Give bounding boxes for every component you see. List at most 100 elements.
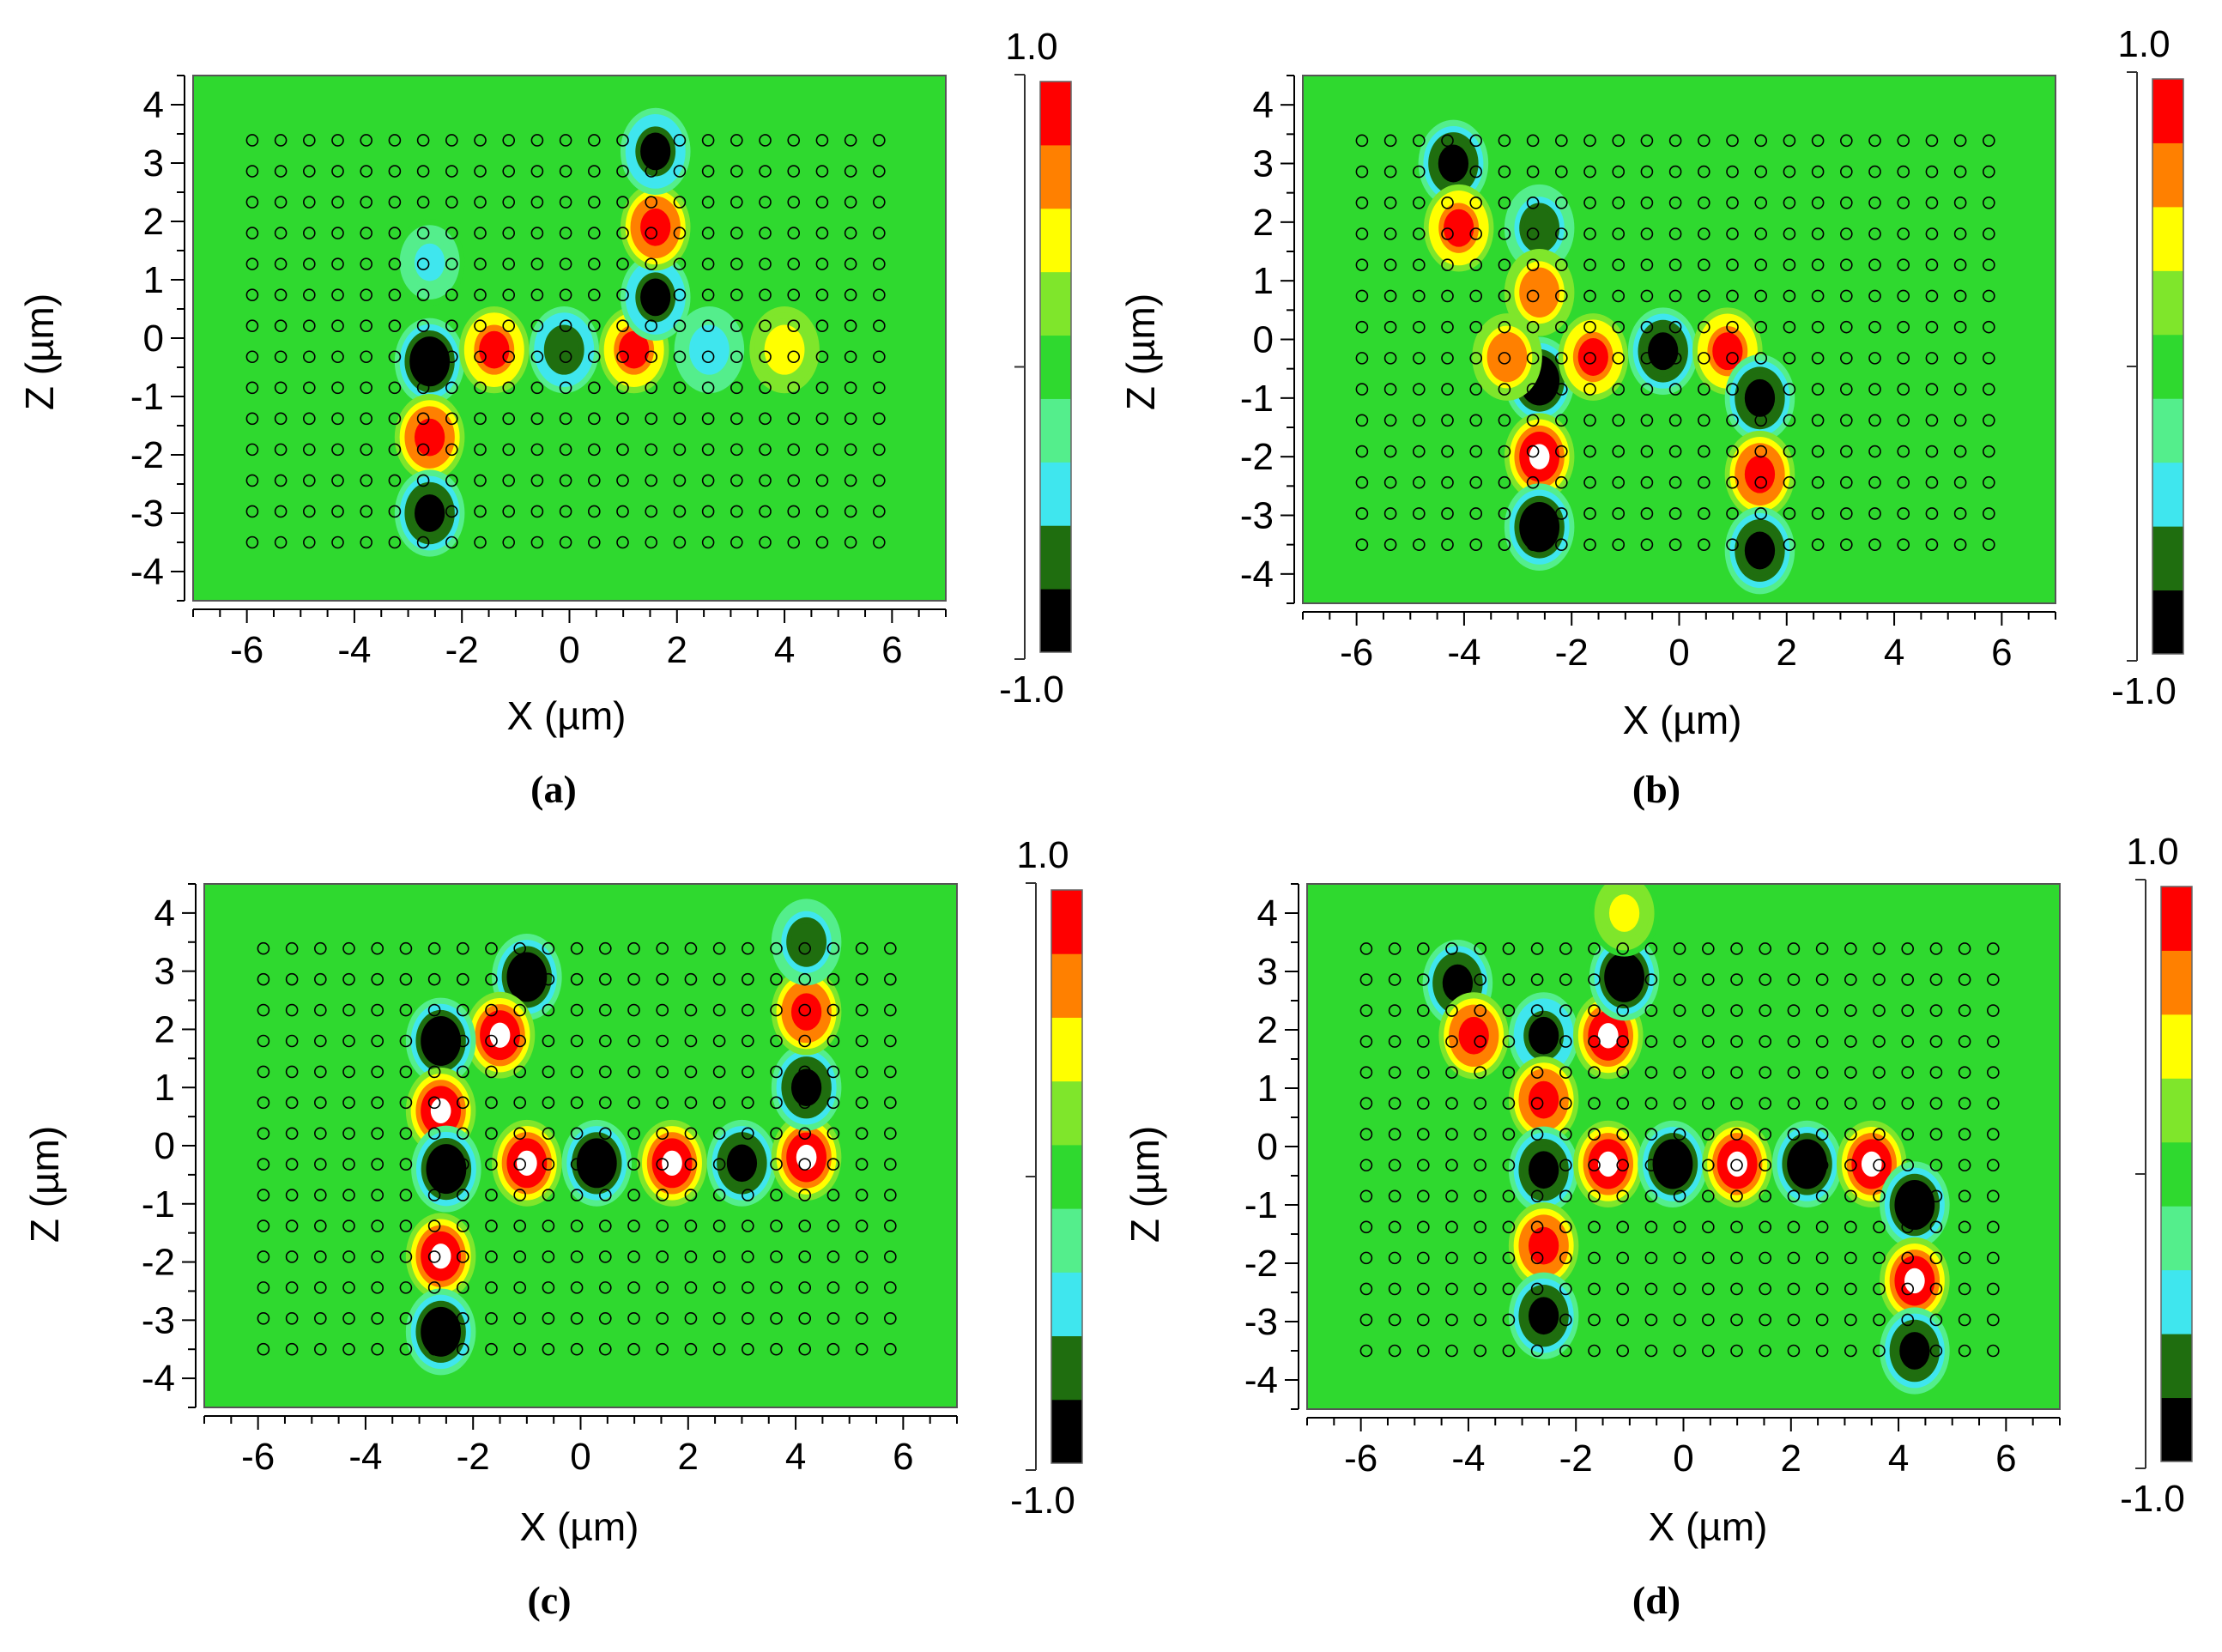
lattice-rod bbox=[1983, 445, 1995, 458]
lattice-rod bbox=[1783, 414, 1796, 427]
lattice-rod bbox=[1644, 1128, 1658, 1141]
y-tick-label: -4 bbox=[1244, 1359, 1278, 1401]
lattice-rod bbox=[855, 1342, 869, 1356]
lattice-rod bbox=[371, 1034, 384, 1048]
lattice-rod bbox=[1953, 258, 1967, 272]
field-spot bbox=[492, 1119, 562, 1207]
contour-level bbox=[581, 1144, 612, 1183]
lattice-rod bbox=[759, 443, 772, 457]
lattice-rod bbox=[1925, 165, 1939, 179]
lattice-rod bbox=[257, 1096, 270, 1110]
lattice-rod bbox=[274, 196, 288, 209]
lattice-rod bbox=[656, 1065, 669, 1079]
lattice-rod bbox=[1726, 258, 1739, 272]
colorbar-min-label: -1.0 bbox=[2120, 1478, 2185, 1520]
x-tick-label: -2 bbox=[1559, 1437, 1593, 1480]
lattice-rod bbox=[399, 972, 413, 986]
lattice-rod bbox=[1640, 196, 1654, 209]
lattice-rod bbox=[1783, 475, 1796, 489]
lattice-rod bbox=[457, 941, 469, 955]
lattice-rod bbox=[1559, 1344, 1572, 1358]
lattice-rod bbox=[742, 1034, 754, 1048]
lattice-rod bbox=[1359, 1313, 1373, 1327]
lattice-rod bbox=[1868, 196, 1881, 209]
lattice-rod bbox=[1702, 1220, 1715, 1234]
lattice-rod bbox=[1873, 1251, 1886, 1265]
lattice-rod bbox=[1413, 289, 1426, 303]
lattice-rod bbox=[1811, 352, 1825, 365]
lattice-rod bbox=[530, 257, 544, 270]
lattice-rod bbox=[1873, 1097, 1886, 1110]
lattice-rod bbox=[1445, 1097, 1458, 1110]
lattice-rod bbox=[360, 288, 373, 301]
lattice-rod bbox=[770, 1312, 783, 1325]
plot-frame bbox=[1302, 75, 2056, 604]
lattice-rod bbox=[1498, 196, 1511, 209]
lattice-rod bbox=[645, 412, 658, 426]
lattice-rod bbox=[844, 443, 857, 457]
lattice-rod bbox=[485, 1096, 498, 1110]
lattice-rod bbox=[1388, 942, 1402, 955]
lattice-rod bbox=[1359, 1220, 1373, 1234]
y-tick-label: 4 bbox=[1253, 84, 1274, 126]
lattice-rod bbox=[730, 227, 743, 239]
lattice-rod bbox=[1612, 165, 1626, 179]
colorbar-segment bbox=[1051, 890, 1082, 954]
lattice-rod bbox=[1811, 383, 1825, 396]
lattice-rod bbox=[1873, 1035, 1886, 1048]
lattice-rod bbox=[360, 381, 373, 395]
colorbar-segment bbox=[2152, 462, 2183, 527]
lattice-rod bbox=[1726, 445, 1739, 458]
lattice-rod bbox=[684, 1219, 698, 1232]
lattice-rod bbox=[1616, 1004, 1630, 1017]
x-tick-label: 2 bbox=[1777, 632, 1797, 674]
lattice-rod bbox=[1929, 1035, 1943, 1048]
lattice-rod bbox=[798, 941, 812, 955]
lattice-rod bbox=[1698, 507, 1710, 520]
lattice-rod bbox=[314, 1127, 327, 1141]
lattice-rod bbox=[427, 1189, 441, 1201]
lattice-rod bbox=[599, 1281, 612, 1294]
lattice-rod bbox=[1953, 289, 1967, 303]
lattice-rod bbox=[457, 1312, 469, 1325]
lattice-rod bbox=[1925, 383, 1939, 396]
contour-level bbox=[1492, 338, 1523, 376]
field-spot bbox=[1771, 1120, 1843, 1207]
lattice-rod bbox=[1469, 227, 1483, 240]
lattice-rod bbox=[388, 536, 402, 549]
lattice-rod bbox=[1559, 1282, 1572, 1296]
lattice-rod bbox=[599, 941, 612, 955]
colorbar-segment bbox=[2152, 206, 2183, 271]
lattice-rod bbox=[1417, 1344, 1430, 1358]
lattice-rod bbox=[873, 196, 886, 209]
lattice-rod bbox=[559, 443, 572, 457]
lattice-rod bbox=[1673, 973, 1686, 986]
lattice-rod bbox=[1559, 1189, 1572, 1203]
lattice-rod bbox=[1783, 538, 1796, 551]
lattice-rod bbox=[1726, 352, 1739, 365]
lattice-rod bbox=[445, 381, 458, 395]
lattice-rod bbox=[1953, 538, 1967, 551]
lattice-rod bbox=[1673, 1004, 1686, 1017]
lattice-rod bbox=[1787, 1128, 1801, 1141]
lattice-rod bbox=[1417, 1004, 1430, 1017]
lattice-rod bbox=[1925, 196, 1939, 209]
lattice-rod bbox=[530, 474, 544, 487]
field-spot bbox=[1724, 354, 1795, 442]
lattice-rod bbox=[1530, 1004, 1544, 1017]
lattice-rod bbox=[1498, 383, 1511, 396]
lattice-rod bbox=[1698, 475, 1710, 489]
lattice-rod bbox=[485, 1158, 498, 1171]
lattice-rod bbox=[1868, 475, 1881, 489]
lattice-rod bbox=[457, 1127, 469, 1141]
lattice-rod bbox=[1702, 1344, 1715, 1358]
lattice-rod bbox=[1555, 258, 1568, 272]
lattice-rod bbox=[1445, 1159, 1458, 1172]
lattice-rod bbox=[1417, 1159, 1430, 1172]
lattice-rod bbox=[331, 474, 344, 487]
lattice-rod bbox=[1925, 352, 1939, 365]
lattice-rod bbox=[815, 412, 829, 426]
field-spot bbox=[1508, 1202, 1579, 1290]
lattice-rod bbox=[1897, 165, 1910, 179]
y-tick-label: 0 bbox=[1253, 319, 1274, 361]
